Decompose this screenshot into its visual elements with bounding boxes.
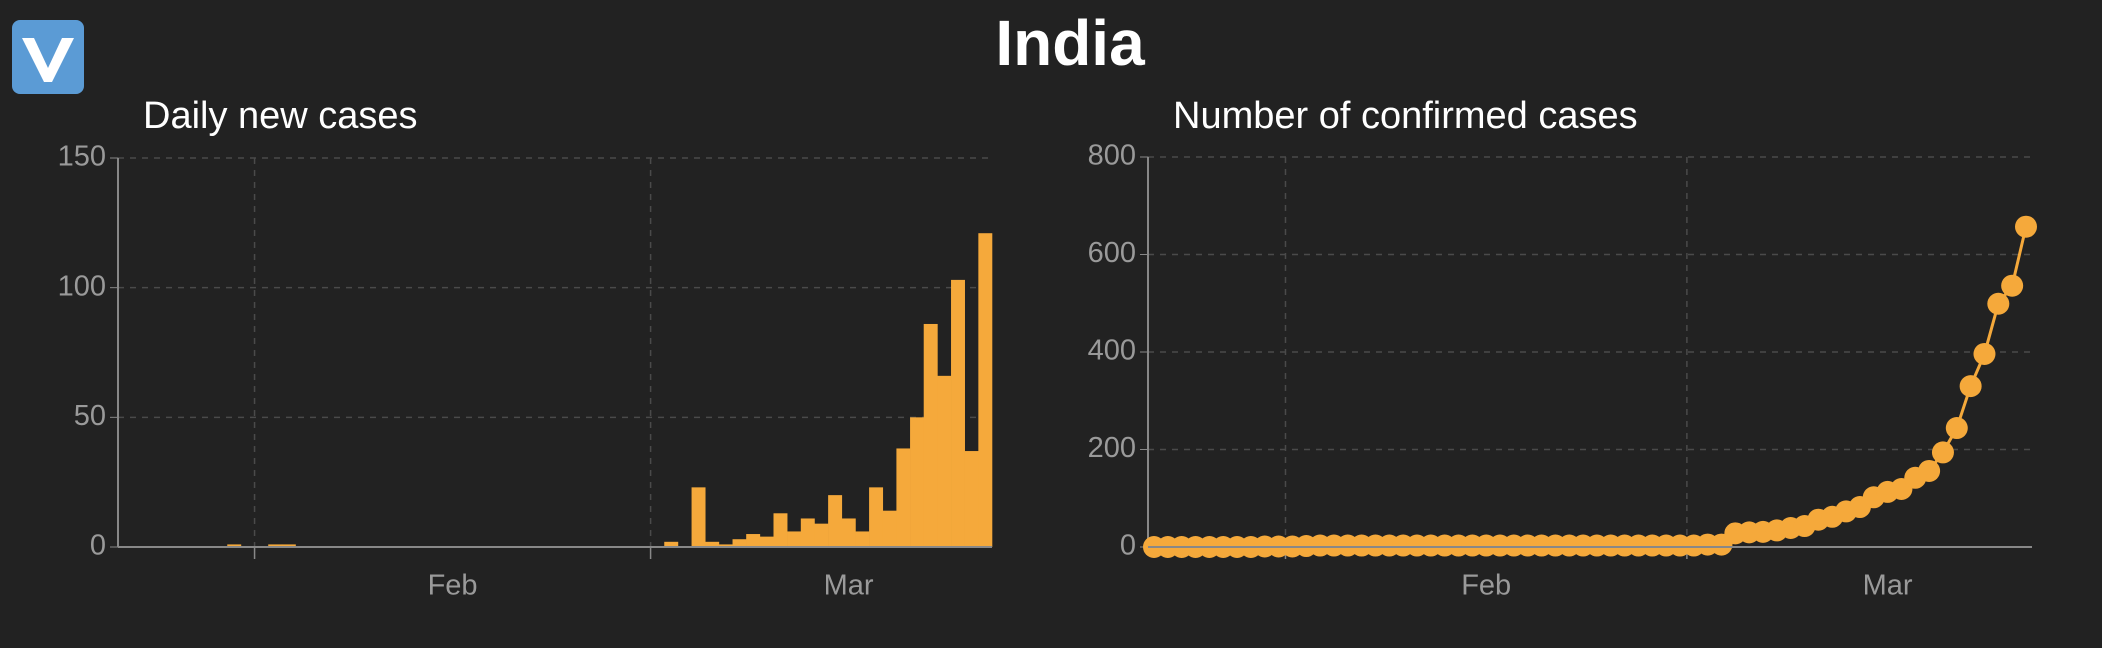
point: [2015, 215, 2037, 238]
bar: [828, 495, 843, 547]
y-tick-label: 800: [1088, 140, 1136, 172]
page-title: India: [995, 7, 1145, 79]
y-tick-label: 400: [1088, 335, 1136, 367]
bar: [964, 451, 979, 547]
point: [1918, 459, 1941, 482]
bar: [910, 417, 925, 547]
y-tick-label: 150: [58, 141, 106, 173]
bar: [951, 279, 965, 547]
bar: [268, 544, 283, 547]
bar: [882, 510, 897, 547]
x-tick-label: Feb: [1461, 570, 1511, 602]
bar: [855, 531, 870, 547]
point: [1945, 417, 1968, 440]
point: [1987, 292, 2010, 315]
x-tick-label: Feb: [428, 570, 478, 602]
y-tick-label: 0: [1120, 530, 1136, 562]
x-tick-label: Mar: [1863, 570, 1913, 602]
point: [1959, 375, 1982, 398]
point: [1973, 342, 1996, 365]
bar: [978, 233, 993, 547]
bar: [800, 518, 815, 547]
bar: [281, 544, 296, 547]
bar: [841, 518, 856, 547]
bar: [746, 534, 761, 547]
bar: [732, 539, 747, 547]
point: [2001, 274, 2024, 297]
bar: [937, 375, 952, 547]
logo[interactable]: [12, 20, 84, 94]
y-tick-label: 0: [90, 530, 106, 562]
bar: [896, 448, 911, 547]
bar: [691, 487, 706, 547]
bar: [759, 536, 774, 547]
bar: [787, 531, 802, 547]
chart-title: Daily new cases: [143, 95, 418, 137]
y-tick-label: 50: [74, 400, 106, 432]
bar: [869, 487, 884, 547]
point: [1931, 441, 1954, 464]
x-tick-label: Mar: [824, 570, 874, 602]
y-tick-label: 100: [58, 270, 106, 302]
y-tick-label: 200: [1088, 432, 1136, 464]
bar: [705, 541, 720, 547]
bar: [773, 513, 788, 547]
logo-mark: [22, 38, 74, 82]
bar: [814, 523, 829, 547]
y-tick-label: 600: [1088, 237, 1136, 269]
bar: [227, 544, 242, 547]
bar: [664, 541, 679, 547]
bar: [923, 323, 938, 547]
chart-title: Number of confirmed cases: [1173, 95, 1638, 137]
bar: [718, 544, 733, 547]
